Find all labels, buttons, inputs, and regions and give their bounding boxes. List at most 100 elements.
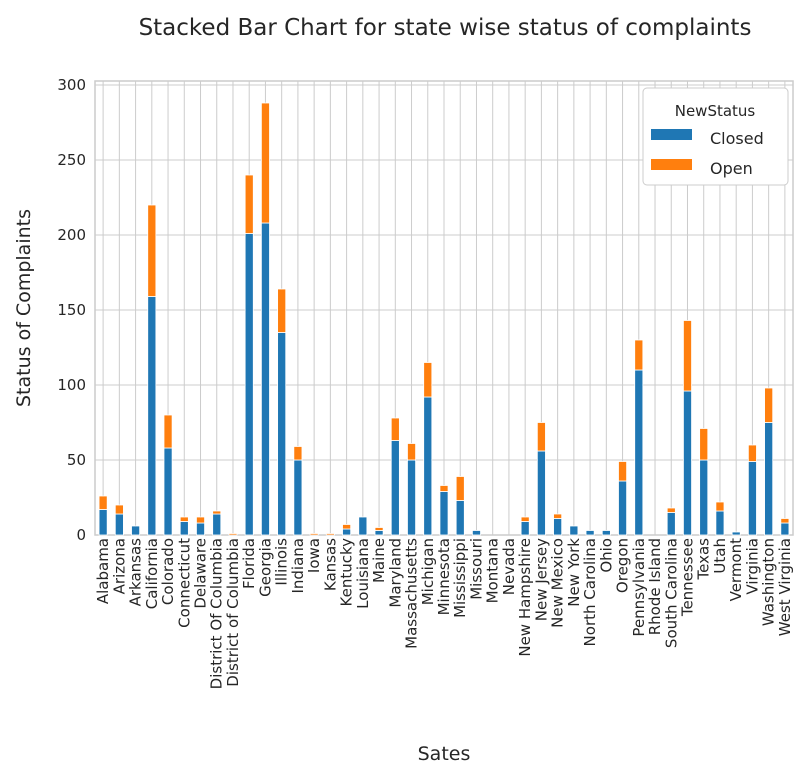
x-tick-label: Indiana	[289, 538, 307, 594]
x-tick-label: Pennsylvania	[630, 538, 648, 637]
x-tick-label: Washington	[760, 538, 778, 626]
x-tick-label: Nevada	[500, 538, 518, 595]
bar-closed-29	[569, 525, 579, 536]
y-axis-ticks: 0 50 100 150 200 250 300	[57, 76, 86, 544]
x-tick-label: Ohio	[597, 538, 615, 573]
bar-open-42	[780, 518, 790, 524]
bar-closed-20	[423, 396, 433, 536]
x-tick-label: District of Columbia	[224, 538, 242, 687]
bar-open-38	[715, 501, 725, 512]
x-tick-label: West Virginia	[776, 538, 794, 636]
bar-open-18	[390, 417, 400, 441]
x-tick-label: Arizona	[110, 538, 128, 594]
bar-open-27	[536, 422, 546, 452]
x-tick-label: Illinois	[273, 538, 291, 586]
bar-closed-16	[358, 516, 368, 536]
y-tick-label: 200	[57, 226, 86, 244]
bar-open-21	[439, 485, 449, 492]
x-tick-label: Massachusetts	[403, 538, 421, 649]
bar-open-14	[325, 533, 335, 536]
x-tick-label: Minnesota	[435, 538, 453, 615]
x-tick-label: Texas	[695, 538, 713, 581]
x-tick-label: Connecticut	[175, 538, 193, 628]
bar-open-7	[212, 510, 222, 515]
bar-closed-19	[407, 459, 416, 536]
bar-open-6	[196, 516, 205, 524]
bar-closed-9	[244, 233, 254, 536]
x-axis-label: Sates	[418, 743, 471, 765]
x-tick-label: New Mexico	[549, 538, 567, 628]
bar-open-11	[277, 288, 287, 333]
y-tick-label: 0	[76, 526, 86, 544]
bar-open-40	[747, 444, 757, 462]
x-tick-label: Iowa	[305, 538, 323, 573]
bar-closed-0	[98, 509, 108, 536]
chart-title: Stacked Bar Chart for state wise status …	[139, 15, 752, 41]
bar-open-0	[98, 495, 108, 510]
x-tick-label: Utah	[711, 538, 729, 574]
bar-closed-33	[634, 369, 644, 536]
bar-closed-5	[179, 521, 189, 536]
bar-open-35	[666, 507, 676, 513]
bar-closed-10	[260, 222, 270, 536]
bar-closed-21	[439, 491, 449, 536]
bar-open-19	[407, 443, 416, 461]
x-tick-label: New Hampshire	[516, 538, 534, 657]
y-axis-label: Status of Complaints	[13, 209, 35, 407]
x-tick-label: Kentucky	[338, 538, 356, 607]
x-tick-label: New Jersey	[532, 538, 550, 621]
x-tick-label: Alabama	[94, 538, 112, 604]
bar-closed-17	[374, 530, 384, 536]
x-tick-label: Missouri	[467, 538, 485, 600]
x-tick-label: Vermont	[727, 538, 745, 602]
bar-closed-18	[390, 440, 400, 536]
bar-open-13	[309, 533, 319, 536]
bar-closed-37	[699, 459, 709, 536]
x-tick-label: California	[143, 538, 161, 609]
bar-open-5	[179, 516, 189, 522]
bar-closed-15	[342, 528, 352, 536]
bar-closed-30	[585, 530, 595, 536]
x-tick-label: Kansas	[321, 538, 339, 591]
bars	[98, 102, 790, 536]
bar-closed-38	[715, 510, 725, 536]
bar-open-17	[374, 527, 384, 531]
bar-closed-12	[293, 459, 303, 536]
legend: NewStatus Closed Open	[642, 87, 789, 186]
bar-closed-31	[601, 530, 611, 536]
x-tick-label: Michigan	[419, 538, 437, 605]
y-tick-label: 250	[57, 151, 86, 169]
bar-closed-35	[666, 512, 676, 536]
x-tick-label: Delaware	[192, 538, 210, 609]
bar-closed-27	[536, 450, 546, 536]
y-tick-label: 300	[57, 76, 86, 94]
bar-closed-23	[472, 530, 481, 536]
bar-open-22	[455, 476, 465, 501]
x-tick-label: New York	[565, 538, 583, 607]
legend-label-closed: Closed	[710, 129, 764, 148]
bar-closed-28	[553, 518, 563, 536]
bar-open-12	[293, 446, 303, 461]
bar-closed-26	[520, 521, 530, 536]
bar-open-33	[634, 339, 644, 371]
x-tick-label: Oregon	[614, 538, 632, 593]
x-tick-label: Louisiana	[354, 538, 372, 609]
x-tick-label: Maine	[370, 538, 388, 583]
y-tick-label: 100	[57, 376, 86, 394]
bar-closed-11	[277, 332, 287, 536]
x-tick-label: Rhode Island	[646, 538, 664, 635]
bar-closed-39	[731, 531, 741, 536]
x-tick-label: Colorado	[159, 538, 177, 605]
bar-open-1	[114, 504, 124, 515]
legend-swatch-closed	[651, 129, 692, 140]
bar-open-4	[163, 414, 173, 449]
x-tick-label: South Carolina	[662, 538, 680, 648]
bar-closed-41	[764, 422, 774, 536]
x-tick-label: Mississippi	[451, 538, 469, 618]
bar-open-37	[699, 428, 709, 461]
x-tick-label: Arkansas	[127, 538, 145, 607]
x-axis-ticks: AlabamaArizonaArkansasCaliforniaColorado…	[94, 538, 794, 690]
bar-open-32	[618, 461, 628, 482]
legend-title: NewStatus	[675, 102, 756, 120]
